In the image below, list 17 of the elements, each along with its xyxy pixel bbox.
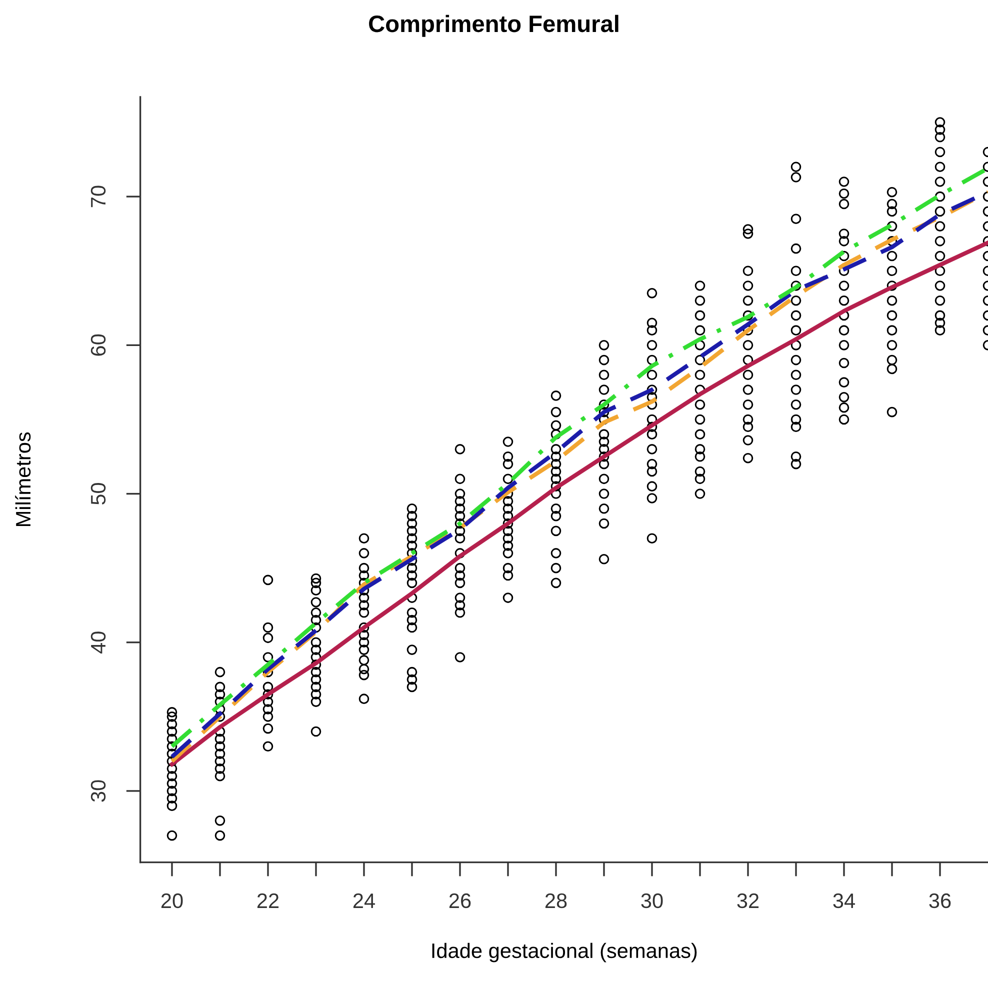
chart-title: Comprimento Femural: [369, 14, 618, 37]
x-tick-label: 32: [737, 893, 759, 908]
y-tick-label: 70: [90, 186, 106, 208]
x-tick-label: 26: [449, 893, 471, 908]
x-tick-label: 34: [833, 893, 855, 908]
x-tick-label: 22: [257, 893, 279, 908]
y-tick-label: 40: [90, 632, 106, 654]
x-tick-label: 30: [641, 893, 663, 908]
y-tick-label: 50: [90, 483, 106, 505]
y-tick-label: 60: [90, 334, 106, 356]
x-tick-label: 24: [353, 893, 375, 908]
x-tick-label: 36: [929, 893, 951, 908]
x-axis-title: Idade gestacional (semanas): [432, 942, 697, 962]
x-tick-label: 28: [545, 893, 567, 908]
y-tick-label: 30: [90, 780, 106, 802]
y-axis-title: Milímetros: [15, 432, 31, 526]
x-tick-label: 20: [161, 893, 183, 908]
